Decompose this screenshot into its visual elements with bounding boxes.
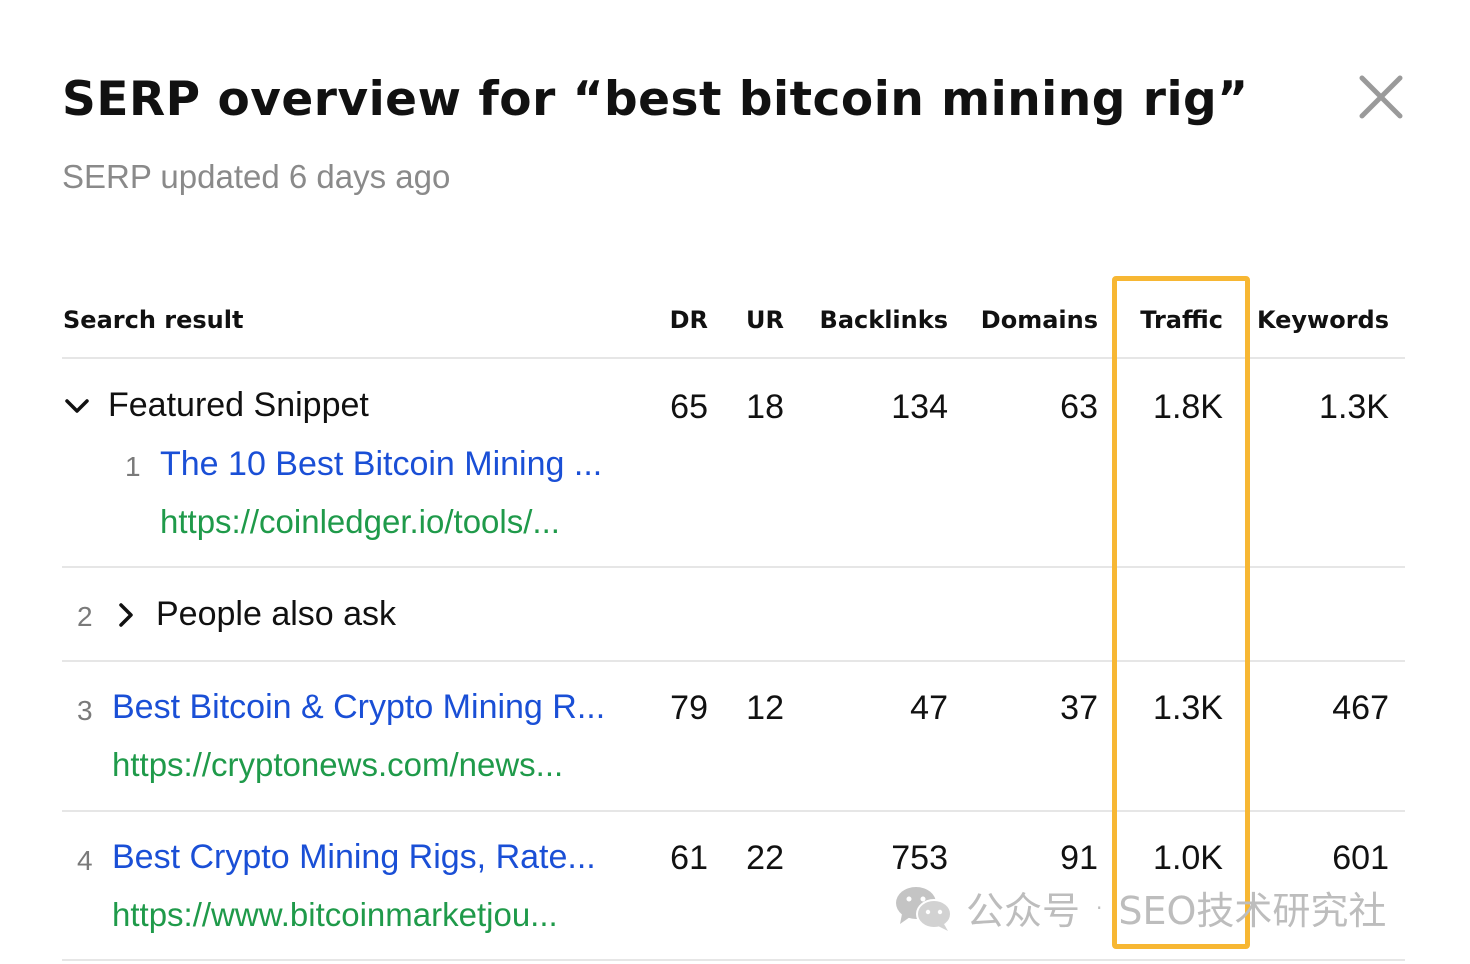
ur-value: 18: [746, 388, 784, 426]
serp-updated-text: SERP updated 6 days ago: [62, 158, 451, 195]
people-also-ask-label[interactable]: People also ask: [156, 595, 397, 633]
col-backlinks[interactable]: Backlinks: [819, 306, 948, 334]
result-title-link[interactable]: Best Crypto Mining Rigs, Rate...: [112, 838, 596, 876]
col-traffic[interactable]: Traffic: [1140, 306, 1223, 334]
col-dr[interactable]: DR: [669, 306, 708, 334]
divider: [62, 566, 1405, 568]
domains-value[interactable]: 91: [1060, 839, 1098, 877]
traffic-value: 1.0K: [1153, 839, 1223, 877]
dialog-title: SERP overview for “best bitcoin mining r…: [62, 72, 1249, 127]
close-button[interactable]: [1356, 72, 1406, 122]
col-search-result[interactable]: Search result: [63, 306, 244, 334]
result-title-link[interactable]: Best Bitcoin & Crypto Mining R...: [112, 688, 606, 726]
chevron-down-icon[interactable]: [64, 397, 90, 415]
result-url-link[interactable]: https://coinledger.io/tools/...: [160, 503, 560, 540]
backlinks-value[interactable]: 134: [891, 388, 948, 426]
traffic-value: 1.3K: [1153, 689, 1223, 727]
divider: [62, 959, 1405, 961]
watermark-account: SEO技术研究社: [1118, 889, 1387, 933]
keywords-value[interactable]: 1.3K: [1319, 388, 1389, 426]
result-url-link[interactable]: https://cryptonews.com/news...: [112, 746, 564, 783]
divider: [62, 810, 1405, 812]
divider: [62, 660, 1405, 662]
dr-value: 79: [670, 689, 708, 727]
dr-value: 65: [670, 388, 708, 426]
close-icon[interactable]: [1356, 72, 1406, 122]
divider: [62, 357, 1405, 359]
result-rank: 1: [125, 451, 141, 482]
ur-value: 22: [746, 839, 784, 877]
result-rank: 2: [77, 601, 93, 632]
featured-snippet-label[interactable]: Featured Snippet: [108, 386, 369, 424]
ur-value: 12: [746, 689, 784, 727]
keywords-value[interactable]: 601: [1332, 839, 1389, 877]
result-rank: 3: [77, 695, 93, 726]
result-rank: 4: [77, 845, 93, 876]
domains-value[interactable]: 63: [1060, 388, 1098, 426]
backlinks-value[interactable]: 753: [891, 839, 948, 877]
traffic-value: 1.8K: [1153, 388, 1223, 426]
watermark-source: 公众号: [966, 889, 1081, 933]
chevron-right-icon[interactable]: [117, 602, 135, 628]
watermark: 公众号 · SEO技术研究社: [894, 880, 1386, 935]
dr-value: 61: [670, 839, 708, 877]
result-title-link[interactable]: The 10 Best Bitcoin Mining ...: [160, 445, 603, 483]
wechat-icon: [896, 886, 952, 931]
col-keywords[interactable]: Keywords: [1256, 306, 1389, 334]
col-domains[interactable]: Domains: [980, 306, 1098, 334]
domains-value[interactable]: 37: [1060, 689, 1098, 727]
watermark-separator: ·: [1096, 895, 1103, 920]
col-ur[interactable]: UR: [746, 306, 784, 334]
keywords-value[interactable]: 467: [1332, 689, 1389, 727]
result-url-link[interactable]: https://www.bitcoinmarketjou...: [112, 896, 558, 933]
backlinks-value[interactable]: 47: [910, 689, 948, 727]
